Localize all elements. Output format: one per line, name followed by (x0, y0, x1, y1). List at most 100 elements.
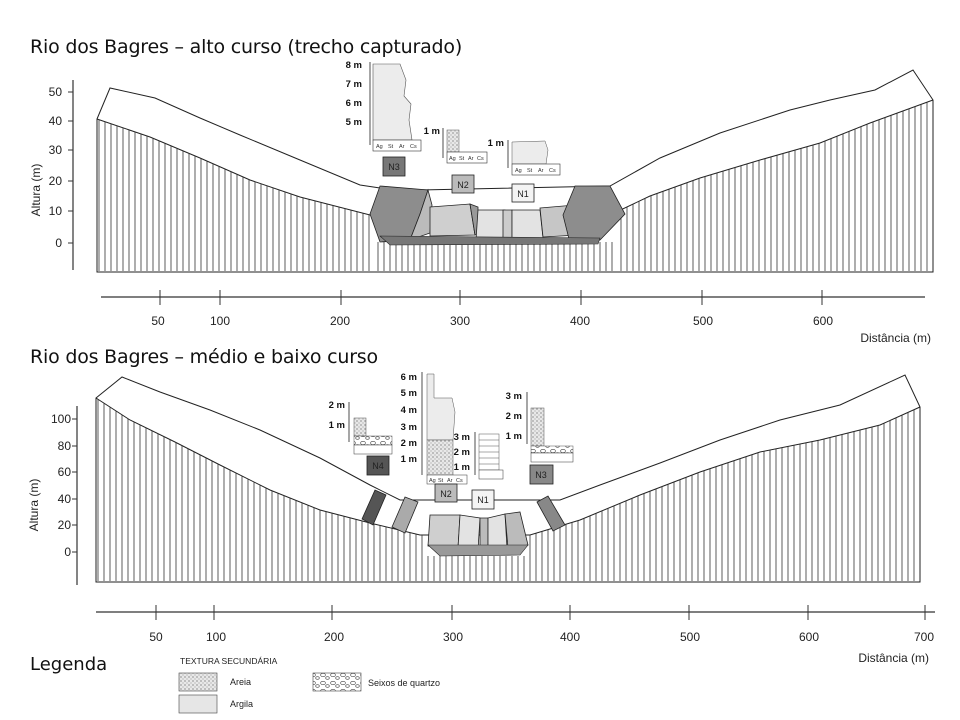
grain-col: Ar (468, 156, 474, 162)
lower-profile-title: Rio dos Bagres – médio e baixo curso (30, 346, 378, 368)
scale-label: 2 m (454, 447, 470, 458)
upper-y-tick: 40 (49, 114, 63, 128)
upper-x-ticks: 50 100 200 300 400 500 600 (151, 290, 833, 328)
scale-label: 1 m (488, 138, 504, 149)
scale-label: 8 m (346, 60, 362, 71)
lower-section-n1: 3 m 2 m 1 m (454, 432, 504, 480)
lower-x-ticks: 50 100 200 300 400 500 600 700 (149, 605, 934, 644)
grain-col: Ag (515, 168, 522, 174)
upper-x-tick: 300 (450, 314, 470, 328)
grain-col: Cs (477, 156, 484, 162)
scale-label: 1 m (424, 126, 440, 137)
upper-terrace-blocks (369, 185, 626, 246)
upper-x-axis-label: Distância (m) (860, 331, 931, 345)
terrace-label-box-n1 (471, 489, 495, 510)
lower-y-axis-label: Altura (m) (27, 479, 41, 532)
legend-title: Legenda (30, 654, 108, 675)
terrace-label-box-n3 (382, 156, 406, 177)
upper-section-n2: 1 m Ag St Ar Cs (424, 126, 488, 164)
terrace-label-box-n2 (434, 483, 458, 503)
terrace-label-n3: N3 (388, 162, 400, 172)
lower-y-tick: 60 (58, 465, 72, 479)
lower-x-tick: 700 (914, 630, 934, 644)
lower-x-tick: 600 (799, 630, 819, 644)
upper-profile: 50 40 30 20 10 0 Altura (m) (29, 60, 934, 345)
lower-y-tick: 40 (58, 492, 72, 506)
terrace-label-n2: N2 (440, 489, 452, 499)
lower-x-tick: 500 (680, 630, 700, 644)
legend-label-clay: Argila (230, 699, 253, 709)
terrace-label-box-n3 (529, 464, 554, 485)
scale-label: 5 m (346, 117, 362, 128)
upper-section-n3: 8 m 7 m 6 m 5 m Ag St Ar Cs (346, 60, 422, 152)
upper-profile-title: Rio dos Bagres – alto curso (trecho capt… (30, 36, 463, 58)
upper-x-tick: 200 (330, 314, 350, 328)
scale-label: 7 m (346, 79, 362, 90)
scale-label: 1 m (506, 431, 522, 442)
grain-col: St (527, 168, 533, 174)
lower-profile: 100 80 60 40 20 0 Altura (m) (27, 372, 935, 665)
lower-y-tick: 100 (51, 412, 71, 426)
lower-x-tick: 200 (324, 630, 344, 644)
lower-section-n3: 3 m 2 m 1 m (506, 391, 574, 463)
legend-swatch-clay (178, 694, 218, 714)
scale-label: 2 m (506, 411, 522, 422)
scale-label: 2 m (401, 438, 417, 449)
lower-y-tick: 80 (58, 439, 72, 453)
legend-label-sand: Areia (230, 677, 251, 687)
scale-label: 3 m (401, 422, 417, 433)
grain-col: Cs (410, 144, 417, 150)
terrace-label-box-n2 (451, 174, 475, 194)
upper-x-tick: 500 (693, 314, 713, 328)
scale-label: 6 m (401, 372, 417, 383)
upper-y-axis-label: Altura (m) (29, 164, 43, 217)
lower-y-ticks: 100 80 60 40 20 0 (51, 412, 77, 559)
upper-x-tick: 100 (210, 314, 230, 328)
scale-label: 4 m (401, 405, 417, 416)
scale-label: 1 m (401, 454, 417, 465)
scale-label: 1 m (329, 420, 345, 431)
terrace-label-n3: N3 (535, 470, 547, 480)
upper-x-tick: 600 (813, 314, 833, 328)
lower-y-tick: 20 (58, 518, 72, 532)
upper-x-tick: 50 (151, 314, 165, 328)
grain-col: St (459, 156, 465, 162)
lower-x-tick: 400 (560, 630, 580, 644)
terrace-label-box-n1 (511, 183, 535, 203)
lower-section-n2: 6 m 5 m 4 m 3 m 2 m 1 m Ag St Ar Cs (401, 372, 468, 485)
grain-col: Ar (399, 144, 405, 150)
lower-section-n4: 2 m 1 m (329, 400, 393, 455)
grain-col: Ag (449, 156, 456, 162)
upper-y-tick: 50 (49, 85, 63, 99)
scale-label: 3 m (506, 391, 522, 402)
upper-y-tick: 10 (49, 204, 63, 218)
lower-terrace-blocks (361, 489, 566, 557)
lower-terrain-hatching (97, 399, 915, 581)
upper-terrain (96, 69, 934, 273)
upper-y-ticks: 50 40 30 20 10 0 (49, 85, 73, 250)
scale-label: 6 m (346, 98, 362, 109)
terrace-label-n2: N2 (457, 180, 469, 190)
upper-y-tick: 20 (49, 174, 63, 188)
lower-terrace-labels: N4 N2 N1 N3 (366, 455, 554, 510)
scale-label: 5 m (401, 388, 417, 399)
grain-col: Ar (447, 478, 453, 484)
legend: TEXTURA SECUNDÁRIA Areia Argila Seixos d… (178, 656, 440, 714)
grain-col: Ar (538, 168, 544, 174)
upper-x-tick: 400 (570, 314, 590, 328)
grain-col: Cs (549, 168, 556, 174)
grain-col: Ag (376, 144, 383, 150)
legend-swatch-sand (178, 672, 218, 692)
upper-terrain-hatching (98, 102, 928, 271)
scale-label: 1 m (454, 462, 470, 473)
upper-y-tick: 30 (49, 143, 63, 157)
upper-terrace-labels: N3 N2 N1 (382, 156, 535, 203)
lower-x-tick: 50 (149, 630, 163, 644)
legend-label-pebbles: Seixos de quartzo (368, 678, 440, 688)
lower-x-axis-label: Distância (m) (858, 651, 929, 665)
scale-label: 3 m (454, 432, 470, 443)
scale-label: 2 m (329, 400, 345, 411)
upper-section-n1: 1 m Ag St Ar Cs (488, 138, 561, 176)
legend-swatch-pebbles (312, 672, 362, 692)
